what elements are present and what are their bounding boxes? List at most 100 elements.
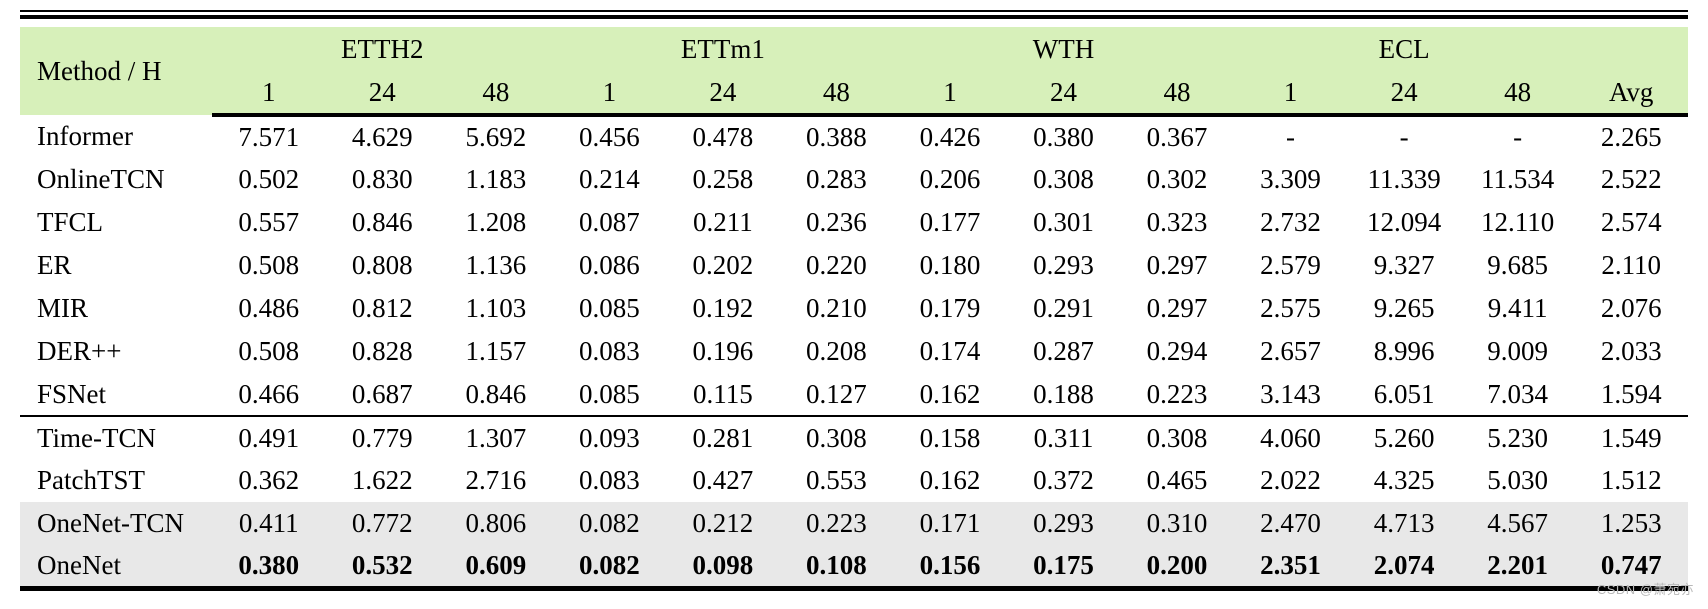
value-cell: 0.308 xyxy=(1146,422,1208,453)
value-cell: 0.812 xyxy=(351,293,413,323)
value-cell: 0.310 xyxy=(1120,502,1234,545)
group-header-ecl: ECL xyxy=(1233,27,1575,71)
method-cell: ER xyxy=(37,250,72,280)
value-cell: 2.033 xyxy=(1600,336,1662,366)
value-cell: 2.657 xyxy=(1260,336,1321,366)
value-cell: 1.157 xyxy=(465,336,527,366)
value-cell: 0.478 xyxy=(692,122,754,152)
value-cell: 0.846 xyxy=(351,207,413,237)
value-cell: - xyxy=(1286,122,1296,152)
value-cell: 11.339 xyxy=(1367,164,1441,194)
value-cell: 0.223 xyxy=(779,502,894,545)
table-row: FSNet 0.466 0.687 0.846 0.085 0.115 0.127 0.162… xyxy=(20,373,1688,417)
value-cell: 0.162 xyxy=(919,465,981,495)
value-cell: 5.230 xyxy=(1487,422,1548,453)
value-cell: 0.772 xyxy=(325,502,440,545)
value-cell: 2.201 xyxy=(1460,545,1575,588)
avg-header-spacer xyxy=(1574,27,1688,71)
value-cell: 1.253 xyxy=(1574,502,1688,545)
results-table: Method / H ETTH2 ETTm1 WTH ECL 1 24 48 1… xyxy=(20,27,1688,591)
table-row: DER++ 0.508 0.828 1.157 0.083 0.196 0.208 0.174… xyxy=(20,330,1688,373)
value-cell: 0.388 xyxy=(806,122,867,152)
value-cell: 2.716 xyxy=(465,465,527,495)
value-cell: 6.051 xyxy=(1347,373,1461,417)
horizon-cell: 1 xyxy=(1233,71,1348,117)
horizon-cell: 1 xyxy=(552,71,667,117)
horizon-cell: 1 xyxy=(212,71,326,117)
value-cell: 0.171 xyxy=(893,502,1007,545)
value-cell: 0.083 xyxy=(578,336,640,366)
value-cell: 0.223 xyxy=(1120,373,1234,417)
table-row: PatchTST 0.362 1.622 2.716 0.083 0.427 0.553 0.… xyxy=(20,459,1688,502)
value-cell: 0.236 xyxy=(806,207,867,237)
value-cell: 9.327 xyxy=(1373,250,1435,280)
value-cell: 5.692 xyxy=(465,122,527,152)
value-cell: 0.367 xyxy=(1146,122,1208,152)
group-header-ettm1: ETTm1 xyxy=(552,27,894,71)
value-cell: 0.188 xyxy=(1006,373,1121,417)
value-cell: 0.281 xyxy=(692,422,754,453)
value-cell: 0.162 xyxy=(893,373,1007,417)
method-cell: Time-TCN xyxy=(37,422,157,453)
value-cell: 5.260 xyxy=(1373,422,1435,453)
value-cell: 3.143 xyxy=(1233,373,1348,417)
value-cell: 0.687 xyxy=(325,373,440,417)
value-cell: 0.210 xyxy=(806,293,867,323)
value-cell: 0.532 xyxy=(325,545,440,588)
value-cell: 0.609 xyxy=(439,545,553,588)
value-cell: 0.465 xyxy=(1146,465,1208,495)
value-cell: 0.087 xyxy=(578,207,640,237)
value-cell: 1.622 xyxy=(351,465,413,495)
method-cell: OnlineTCN xyxy=(37,164,165,194)
value-cell: 3.309 xyxy=(1260,164,1321,194)
value-cell: 0.466 xyxy=(212,373,326,417)
horizon-cell: 1 xyxy=(893,71,1007,117)
value-cell: 0.108 xyxy=(779,545,894,588)
value-cell: 2.579 xyxy=(1260,250,1321,280)
value-cell: 0.211 xyxy=(693,207,753,237)
value-cell: - xyxy=(1399,122,1409,152)
value-cell: 0.502 xyxy=(238,164,300,194)
horizon-cell: 24 xyxy=(666,71,780,117)
value-cell: 1.594 xyxy=(1574,373,1688,417)
value-cell: 0.179 xyxy=(919,293,981,323)
value-cell: 0.214 xyxy=(578,164,640,194)
value-cell: 0.362 xyxy=(238,465,300,495)
value-cell: 2.351 xyxy=(1233,545,1348,588)
value-cell: 0.308 xyxy=(1033,164,1094,194)
value-cell: - xyxy=(1513,122,1523,152)
value-cell: 0.175 xyxy=(1006,545,1121,588)
header-group-row: Method / H ETTH2 ETTm1 WTH ECL xyxy=(20,27,1688,115)
value-cell: 11.534 xyxy=(1480,164,1555,194)
value-cell: 0.086 xyxy=(578,250,640,280)
value-cell: 7.034 xyxy=(1460,373,1575,417)
table-top-rule xyxy=(20,10,1688,19)
value-cell: 0.293 xyxy=(1033,250,1094,280)
method-cell: OneNet-TCN xyxy=(20,502,212,545)
value-cell: 0.508 xyxy=(238,250,300,280)
horizon-cell: 48 xyxy=(1120,71,1234,117)
method-cell: OneNet xyxy=(20,545,212,588)
value-cell: 0.192 xyxy=(692,293,754,323)
value-cell: 1.208 xyxy=(465,207,527,237)
value-cell: 0.206 xyxy=(919,164,981,194)
value-cell: 4.060 xyxy=(1260,422,1321,453)
value-cell: 0.557 xyxy=(238,207,300,237)
value-cell: 12.094 xyxy=(1366,207,1442,237)
value-cell: 0.177 xyxy=(919,207,981,237)
value-cell: 0.747 xyxy=(1574,545,1688,588)
method-cell: TFCL xyxy=(37,207,104,237)
value-cell: 0.291 xyxy=(1033,293,1094,323)
value-cell: 8.996 xyxy=(1373,336,1435,366)
value-cell: 0.212 xyxy=(666,502,780,545)
value-cell: 0.380 xyxy=(212,545,326,588)
group-header-wth: WTH xyxy=(893,27,1234,71)
value-cell: 0.828 xyxy=(351,336,413,366)
value-cell: 0.258 xyxy=(692,164,754,194)
value-cell: 0.093 xyxy=(578,422,640,453)
value-cell: 2.076 xyxy=(1600,293,1662,323)
horizon-cell: 24 xyxy=(325,71,440,117)
csdn-watermark: CSDN @萧宛亦 xyxy=(1596,582,1694,597)
value-cell: 1.136 xyxy=(465,250,527,280)
